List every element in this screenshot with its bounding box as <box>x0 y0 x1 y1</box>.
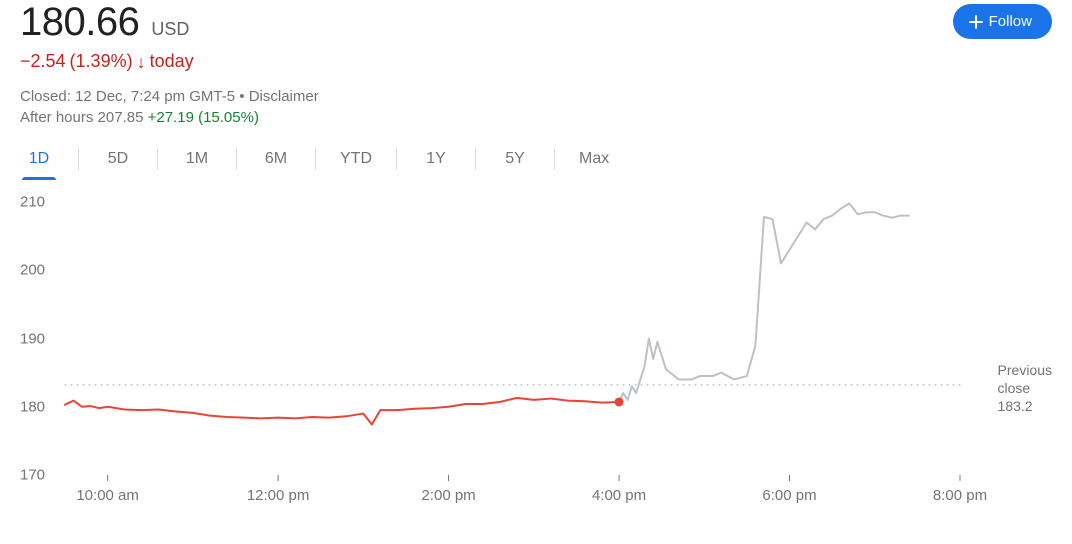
afterhours-price: 207.85 <box>98 109 144 126</box>
price-chart[interactable]: 170 180 190 200 210 10:00 am 12:00 pm 2:00 pm 4… <box>20 192 1052 512</box>
x-axis-tick: 10:00 am <box>76 487 139 504</box>
arrow-down-icon: ↓ <box>137 53 146 71</box>
prev-close-value: 183.2 <box>998 397 1052 415</box>
afterhours-change-value: +27.19 <box>148 109 194 126</box>
separator-dot: • <box>239 88 244 105</box>
tab-divider <box>554 148 555 170</box>
market-status-row: Closed: 12 Dec, 7:24 pm GMT-5 • Disclaim… <box>20 88 319 105</box>
price-change-row: −2.54 (1.39%) ↓ today <box>20 51 319 72</box>
x-axis-tick: 4:00 pm <box>592 487 646 504</box>
y-axis-tick: 190 <box>20 330 45 347</box>
change-percent: (1.39%) <box>70 51 133 72</box>
previous-close-label: Previous close 183.2 <box>998 361 1052 416</box>
prev-close-line2: close <box>998 379 1052 397</box>
tab-5y[interactable]: 5Y <box>500 144 530 174</box>
tab-max[interactable]: Max <box>579 144 609 174</box>
follow-button[interactable]: Follow <box>953 4 1052 39</box>
x-axis-tick: 6:00 pm <box>762 487 816 504</box>
x-axis-tick: 12:00 pm <box>247 487 310 504</box>
y-axis-tick: 210 <box>20 194 45 211</box>
stock-price: 180.66 <box>20 0 139 45</box>
tab-1y[interactable]: 1Y <box>421 144 451 174</box>
disclaimer-link[interactable]: Disclaimer <box>249 88 319 105</box>
y-axis-tick: 200 <box>20 262 45 279</box>
tab-divider <box>315 148 316 170</box>
change-period-label: today <box>150 51 194 72</box>
tab-5d[interactable]: 5D <box>103 144 133 174</box>
x-axis-tick: 8:00 pm <box>933 487 987 504</box>
tab-6m[interactable]: 6M <box>261 144 291 174</box>
tab-divider <box>396 148 397 170</box>
afterhours-change-percent: (15.05%) <box>198 109 259 126</box>
tab-1m[interactable]: 1M <box>182 144 212 174</box>
tab-divider <box>475 148 476 170</box>
prev-close-line1: Previous <box>998 361 1052 379</box>
x-axis-tick: 2:00 pm <box>421 487 475 504</box>
y-axis-tick: 180 <box>20 398 45 415</box>
market-datetime: 12 Dec, 7:24 pm GMT-5 <box>75 88 235 105</box>
currency-label: USD <box>151 19 189 40</box>
tab-ytd[interactable]: YTD <box>340 144 372 174</box>
tab-divider <box>157 148 158 170</box>
market-status-prefix: Closed: <box>20 88 71 105</box>
tab-divider <box>236 148 237 170</box>
change-value: −2.54 <box>20 51 66 72</box>
tab-divider <box>78 148 79 170</box>
afterhours-prefix: After hours <box>20 109 93 126</box>
plus-icon <box>969 15 983 29</box>
afterhours-row: After hours 207.85 +27.19 (15.05%) <box>20 109 319 126</box>
tab-1d[interactable]: 1D <box>24 144 54 174</box>
follow-button-label: Follow <box>989 13 1032 30</box>
y-axis-tick: 170 <box>20 467 45 484</box>
range-tabs: 1D 5D 1M 6M YTD 1Y 5Y Max <box>20 144 1052 174</box>
